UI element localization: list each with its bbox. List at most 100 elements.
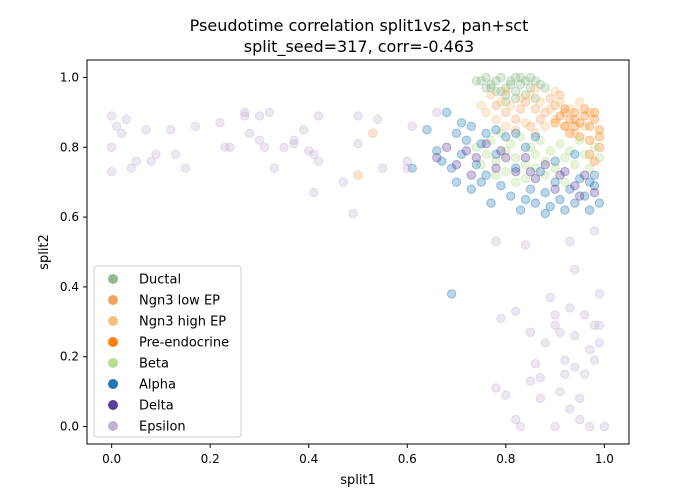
data-point bbox=[580, 149, 590, 160]
data-point bbox=[580, 104, 590, 114]
data-point bbox=[422, 125, 432, 135]
data-point bbox=[584, 107, 595, 118]
data-point bbox=[535, 79, 545, 90]
data-point bbox=[240, 107, 250, 118]
data-point bbox=[279, 142, 289, 153]
data-point bbox=[471, 153, 481, 163]
data-point bbox=[501, 167, 511, 177]
data-point bbox=[560, 121, 570, 132]
legend-marker bbox=[108, 379, 118, 389]
data-point bbox=[565, 104, 575, 114]
data-point bbox=[491, 170, 501, 180]
data-point bbox=[550, 421, 560, 432]
data-point bbox=[570, 331, 580, 341]
data-point bbox=[353, 139, 363, 149]
data-point bbox=[589, 114, 600, 125]
data-point bbox=[481, 72, 491, 83]
data-point bbox=[550, 100, 560, 111]
legend-marker bbox=[108, 358, 118, 368]
data-point bbox=[491, 86, 501, 97]
data-point bbox=[476, 177, 486, 187]
data-point bbox=[151, 149, 161, 160]
data-point bbox=[589, 355, 600, 365]
data-point bbox=[565, 128, 575, 139]
legend-label: Epsilon bbox=[139, 420, 186, 435]
data-point bbox=[530, 83, 541, 93]
data-point bbox=[550, 114, 560, 125]
data-point bbox=[511, 86, 521, 97]
data-point bbox=[555, 97, 565, 107]
data-point bbox=[525, 376, 536, 386]
data-point bbox=[309, 149, 319, 160]
data-point bbox=[589, 188, 600, 198]
data-point bbox=[491, 156, 501, 166]
data-point bbox=[501, 153, 511, 163]
data-point bbox=[368, 128, 378, 139]
data-point bbox=[589, 170, 600, 180]
data-point bbox=[550, 177, 560, 187]
data-point bbox=[501, 90, 511, 100]
data-point bbox=[555, 139, 565, 149]
data-point bbox=[589, 142, 600, 153]
data-point bbox=[476, 139, 486, 149]
data-point bbox=[501, 86, 511, 97]
data-point bbox=[515, 93, 526, 104]
data-point bbox=[589, 320, 600, 330]
data-point bbox=[580, 121, 590, 132]
data-point bbox=[525, 72, 536, 83]
data-point bbox=[584, 149, 595, 160]
x-tick-label: 0.4 bbox=[299, 452, 318, 466]
data-point bbox=[515, 132, 526, 142]
data-point bbox=[116, 128, 127, 139]
data-point bbox=[550, 184, 560, 194]
data-point bbox=[530, 132, 541, 142]
data-point bbox=[520, 118, 531, 128]
data-point bbox=[486, 83, 496, 93]
data-point bbox=[575, 132, 585, 142]
data-point bbox=[353, 170, 363, 180]
data-point bbox=[446, 163, 457, 173]
data-point bbox=[560, 177, 570, 187]
data-point bbox=[501, 121, 511, 132]
data-point bbox=[511, 93, 521, 104]
data-point bbox=[589, 156, 600, 166]
data-point bbox=[575, 97, 585, 107]
data-point bbox=[491, 100, 501, 111]
data-point bbox=[126, 163, 137, 173]
data-point bbox=[560, 167, 570, 177]
data-point bbox=[289, 135, 299, 146]
data-point bbox=[471, 142, 481, 153]
data-point bbox=[501, 132, 511, 142]
data-point bbox=[530, 149, 541, 160]
data-point bbox=[496, 313, 506, 323]
data-point bbox=[338, 177, 348, 187]
data-points bbox=[106, 72, 610, 432]
data-point bbox=[501, 83, 511, 93]
data-point bbox=[520, 153, 531, 163]
x-axis-ticks: 0.0 0.2 0.4 0.6 0.8 1.0 bbox=[102, 444, 614, 466]
data-point bbox=[570, 198, 580, 208]
legend-label: Pre-endocrine bbox=[139, 336, 229, 351]
data-point bbox=[456, 118, 467, 128]
data-point bbox=[432, 107, 442, 118]
data-point bbox=[575, 393, 585, 404]
data-point bbox=[560, 153, 570, 163]
chart-title: Pseudotime correlation split1vs2, pan+sc… bbox=[190, 16, 529, 35]
legend-box bbox=[93, 265, 242, 438]
data-point bbox=[486, 198, 496, 208]
data-point bbox=[584, 345, 595, 355]
data-point bbox=[594, 132, 605, 142]
data-point bbox=[407, 163, 417, 173]
data-point bbox=[575, 191, 585, 201]
data-point bbox=[540, 188, 550, 198]
data-point bbox=[491, 383, 501, 393]
data-point bbox=[530, 359, 541, 369]
data-point bbox=[491, 163, 501, 173]
x-tick-label: 0.8 bbox=[496, 452, 515, 466]
data-point bbox=[244, 128, 255, 139]
data-point bbox=[506, 79, 516, 90]
data-point bbox=[240, 111, 250, 121]
data-point bbox=[580, 310, 590, 320]
data-point bbox=[511, 128, 521, 139]
data-point bbox=[166, 125, 176, 135]
